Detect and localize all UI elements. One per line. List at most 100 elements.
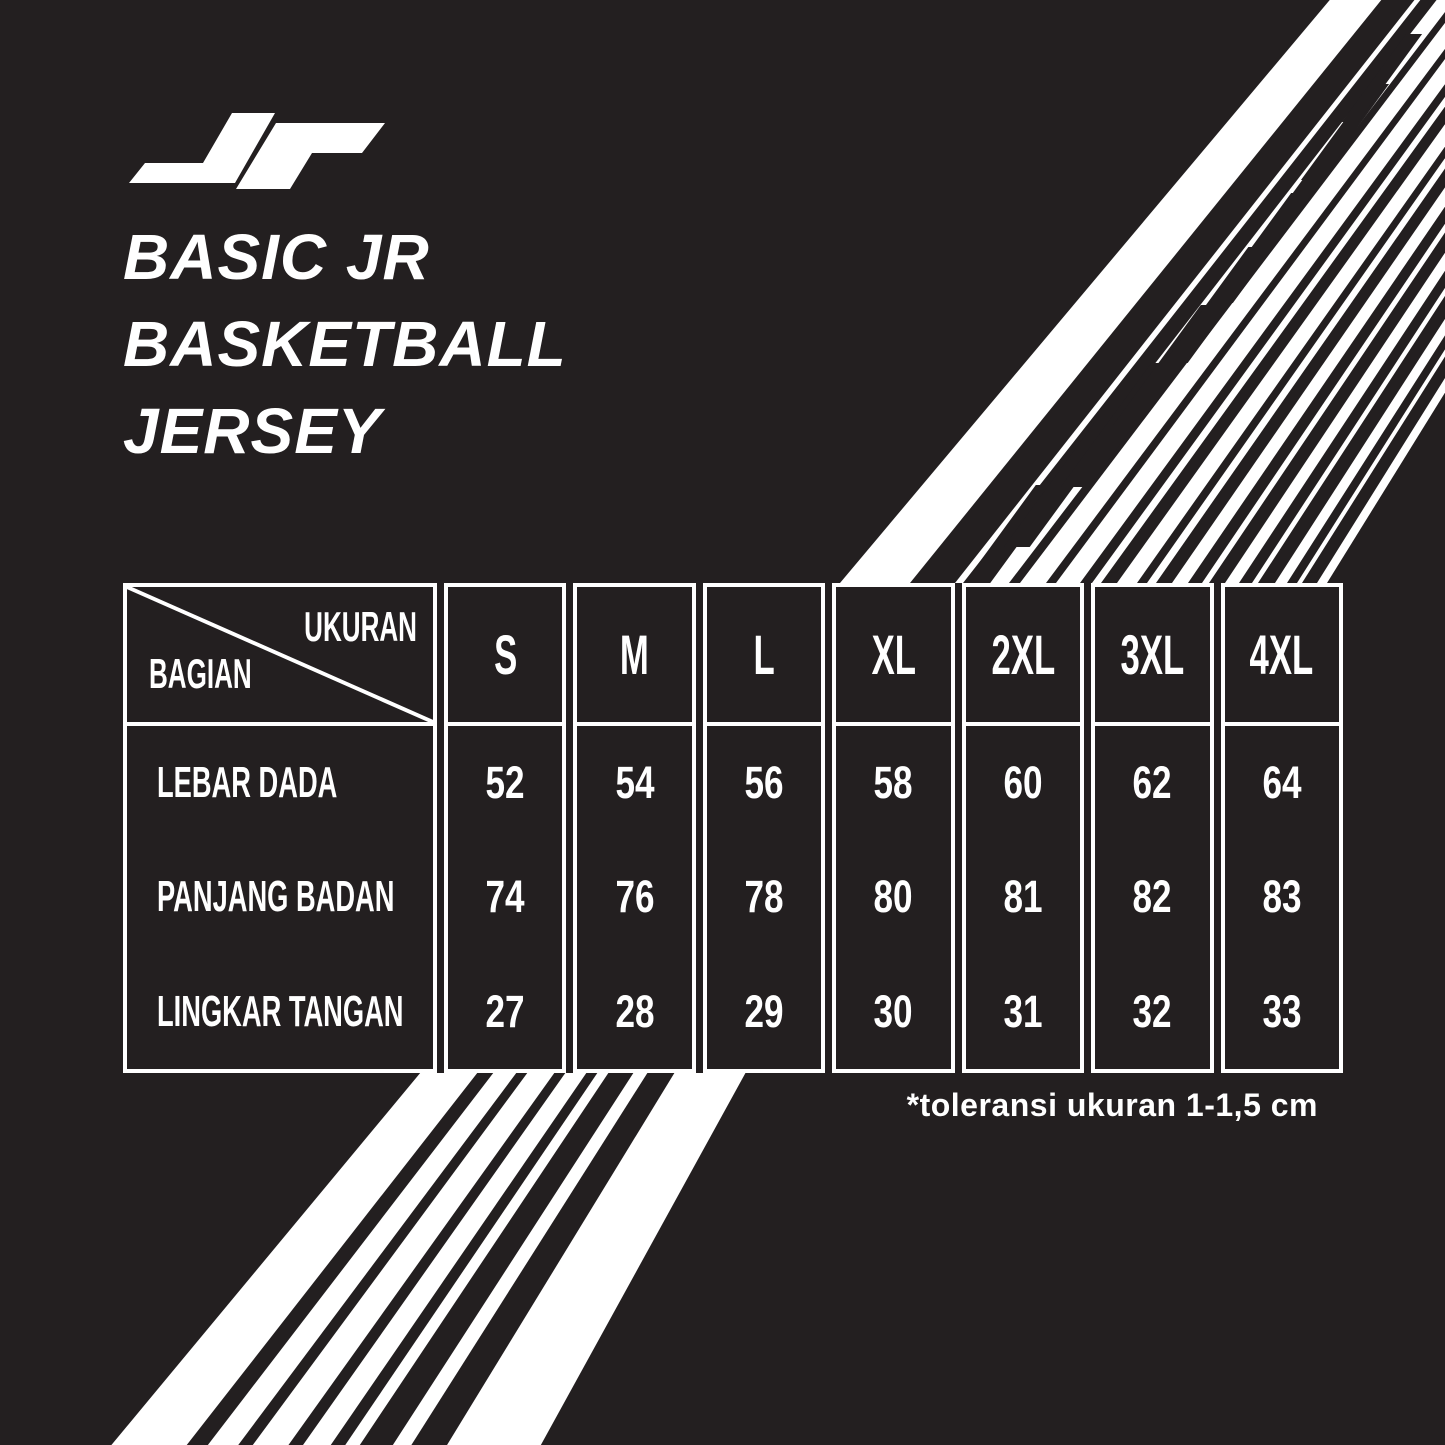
value-cell: 83 xyxy=(1225,840,1339,954)
row-label-cell: LEBAR DADA xyxy=(127,726,433,840)
stripe xyxy=(1225,252,1445,583)
value-cell: 32 xyxy=(1095,955,1209,1069)
value-cell: 31 xyxy=(966,955,1080,1069)
row-label: LEBAR DADA xyxy=(157,758,338,808)
size-column-2xl: 2XL 60 81 31 xyxy=(961,583,1085,1073)
size-value: 81 xyxy=(1003,871,1043,923)
size-value: 58 xyxy=(873,757,913,809)
size-header: 4XL xyxy=(1249,623,1314,686)
size-values: 62 82 32 xyxy=(1095,726,1209,1069)
size-header-cell: L xyxy=(706,587,822,726)
size-value: 76 xyxy=(615,871,655,923)
size-values: 64 83 33 xyxy=(1225,726,1339,1069)
stripe xyxy=(207,1072,517,1445)
size-header: M xyxy=(620,623,650,686)
size-value: 60 xyxy=(1003,757,1043,809)
stripe xyxy=(1252,287,1445,583)
corner-header-cell: UKURAN BAGIAN xyxy=(127,587,433,726)
size-header: S xyxy=(493,623,517,686)
stripe xyxy=(840,0,1382,583)
value-cell: 33 xyxy=(1225,955,1339,1069)
size-header-cell: 3XL xyxy=(1095,587,1210,726)
row-label-cell: PANJANG BADAN xyxy=(127,840,433,954)
stripe xyxy=(252,1072,555,1445)
row-label-list: LEBAR DADA PANJANG BADAN LINGKAR TANGAN xyxy=(127,726,433,1069)
stripe xyxy=(1202,223,1445,583)
stripe xyxy=(1275,318,1445,583)
size-column-m: M 54 76 28 xyxy=(573,583,696,1073)
value-cell: 78 xyxy=(707,840,821,954)
value-cell: 60 xyxy=(966,726,1080,840)
value-cell: 64 xyxy=(1225,726,1339,840)
stripe xyxy=(345,1072,609,1445)
stripe xyxy=(1147,158,1445,583)
page-title: BASIC JR BASKETBALL JERSEY xyxy=(123,214,567,475)
row-axis-label: BAGIAN xyxy=(149,650,252,697)
size-value: 28 xyxy=(615,985,655,1037)
row-label: PANJANG BADAN xyxy=(157,872,395,922)
size-header-cell: M xyxy=(577,587,692,726)
stripe-notch xyxy=(1341,34,1423,122)
stripe xyxy=(1172,187,1445,583)
size-table: UKURAN BAGIAN LEBAR DADA PANJANG BADAN L… xyxy=(123,583,1343,1073)
size-value: 30 xyxy=(873,985,913,1037)
stripe xyxy=(303,1072,587,1445)
size-value: 29 xyxy=(744,985,784,1037)
stripe xyxy=(1092,96,1445,583)
size-header: XL xyxy=(871,623,916,686)
size-header-cell: S xyxy=(448,587,563,726)
value-cell: 28 xyxy=(577,955,691,1069)
value-cell: 62 xyxy=(1095,726,1209,840)
stripe xyxy=(1297,349,1445,583)
size-value: 82 xyxy=(1132,871,1172,923)
size-value: 27 xyxy=(485,985,525,1037)
stripe xyxy=(392,1072,648,1445)
size-value: 32 xyxy=(1132,985,1172,1037)
label-column: UKURAN BAGIAN LEBAR DADA PANJANG BADAN L… xyxy=(123,583,437,1073)
stripe xyxy=(447,1072,746,1445)
size-header: L xyxy=(753,623,775,686)
size-value: 78 xyxy=(744,871,784,923)
value-cell: 52 xyxy=(448,726,562,840)
size-value: 54 xyxy=(615,757,655,809)
size-value: 83 xyxy=(1262,871,1302,923)
size-value: 33 xyxy=(1262,985,1302,1037)
size-values: 56 78 29 xyxy=(707,726,821,1069)
row-label-cell: LINGKAR TANGAN xyxy=(127,955,433,1069)
size-value: 64 xyxy=(1262,757,1302,809)
size-values: 58 80 30 xyxy=(836,726,950,1069)
size-value: 80 xyxy=(873,871,913,923)
size-value: 52 xyxy=(485,757,525,809)
value-cell: 80 xyxy=(836,840,950,954)
stripe xyxy=(1117,124,1445,583)
size-header-cell: 4XL xyxy=(1224,587,1339,726)
value-cell: 29 xyxy=(707,955,821,1069)
size-value: 74 xyxy=(485,871,525,923)
size-header: 3XL xyxy=(1120,623,1185,686)
size-value: 31 xyxy=(1003,985,1043,1037)
size-header: 2XL xyxy=(991,623,1055,686)
value-cell: 54 xyxy=(577,726,691,840)
tolerance-footnote: *toleransi ukuran 1-1,5 cm xyxy=(906,1087,1318,1123)
size-column-3xl: 3XL 62 82 32 xyxy=(1091,583,1214,1073)
value-cell: 58 xyxy=(836,726,950,840)
value-cell: 30 xyxy=(836,955,950,1069)
size-values: 60 81 31 xyxy=(966,726,1080,1069)
value-cell: 56 xyxy=(707,726,821,840)
size-header-cell: 2XL xyxy=(965,587,1081,726)
size-column-xl: XL 58 80 30 xyxy=(832,583,955,1073)
stripe xyxy=(111,1072,478,1445)
size-header-cell: XL xyxy=(836,587,951,726)
value-cell: 76 xyxy=(577,840,691,954)
stripe xyxy=(955,0,1421,583)
size-column-4xl: 4XL 64 83 33 xyxy=(1220,583,1343,1073)
title-line-2: BASKETBALL xyxy=(123,308,567,380)
row-label: LINGKAR TANGAN xyxy=(157,986,404,1036)
column-axis-label: UKURAN xyxy=(304,603,417,650)
diagonal-stripes-top-right xyxy=(840,0,1445,605)
value-cell: 81 xyxy=(966,840,1080,954)
title-line-1: BASIC JR xyxy=(123,221,430,293)
value-cell: 27 xyxy=(448,955,562,1069)
